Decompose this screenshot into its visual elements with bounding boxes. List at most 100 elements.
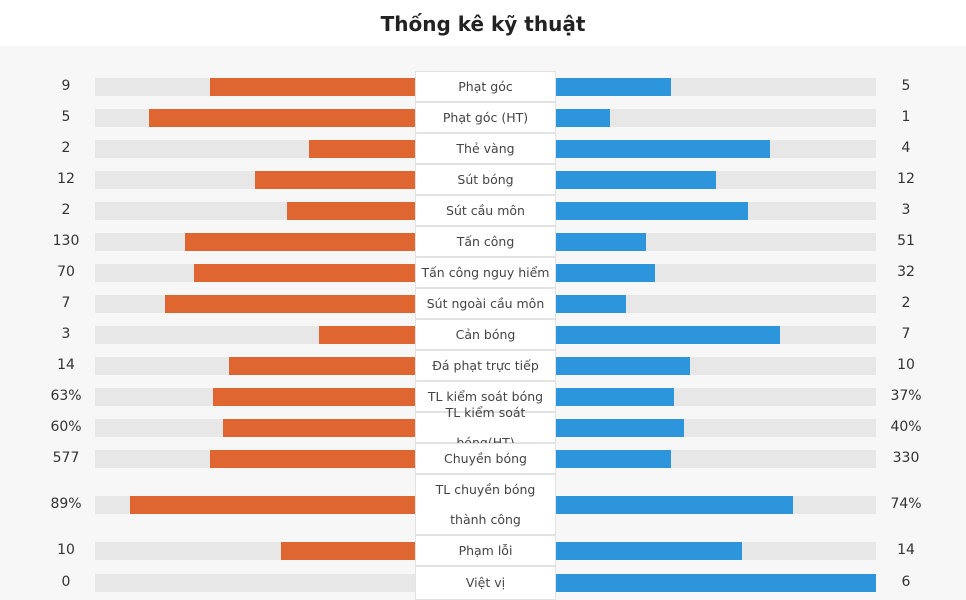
stat-label: Phạm lỗi [415, 535, 556, 566]
home-bar-track [95, 139, 415, 158]
away-value: 40% [890, 418, 922, 435]
stat-label: Chuyền bóng [415, 443, 556, 474]
away-bar-fill [556, 170, 716, 189]
stat-label-text: Sút cầu môn [446, 202, 525, 218]
home-value: 70 [57, 263, 75, 280]
away-value: 3 [901, 201, 911, 218]
home-bar-fill [165, 294, 415, 313]
away-value: 1 [901, 108, 911, 125]
home-bar-track [95, 356, 415, 375]
away-bar-fill [556, 77, 671, 96]
stat-label: Sút bóng [415, 164, 556, 195]
away-value: 330 [892, 449, 920, 466]
header: Thống kê kỹ thuật [0, 0, 966, 46]
home-value: 12 [57, 170, 75, 187]
away-bar-fill [556, 263, 655, 282]
home-bar-fill [213, 387, 415, 406]
stat-label: Việt vị [415, 566, 556, 600]
home-bar-fill [210, 77, 415, 96]
home-bar-fill [255, 170, 415, 189]
away-bar-fill [556, 108, 610, 127]
away-bar-fill [556, 325, 780, 344]
home-value: 5 [61, 108, 71, 125]
home-bar-fill [149, 108, 415, 127]
home-bar-track [95, 418, 415, 437]
away-bar-fill [556, 356, 690, 375]
stat-label: Phạt góc [415, 71, 556, 102]
stat-label: Thẻ vàng [415, 133, 556, 164]
away-bar-track [556, 574, 876, 592]
away-bar-track [556, 77, 876, 96]
home-bar-track [95, 541, 415, 560]
away-value: 51 [897, 232, 915, 249]
away-bar-fill [556, 387, 674, 406]
away-value: 7 [901, 325, 911, 342]
home-bar-fill [229, 356, 415, 375]
away-bar-track [556, 170, 876, 189]
stat-label-text: Phạt góc (HT) [442, 109, 529, 125]
home-bar-fill [130, 495, 415, 514]
home-bar-fill [210, 449, 415, 468]
away-value: 37% [890, 387, 922, 404]
stat-label: Tấn công nguy hiểm [415, 257, 556, 288]
home-bar-track [95, 387, 415, 406]
stat-label: TL kiểm soát bóng(HT) [415, 405, 556, 450]
away-bar-track [556, 294, 876, 313]
away-value: 10 [897, 356, 915, 373]
home-bar-track [95, 449, 415, 468]
away-bar-fill [556, 201, 748, 220]
away-bar-fill [556, 232, 646, 251]
home-bar-fill [281, 541, 415, 560]
away-value: 5 [901, 77, 911, 94]
away-value: 14 [897, 541, 915, 558]
away-bar-track [556, 263, 876, 282]
home-value: 7 [61, 294, 71, 311]
home-value: 577 [52, 449, 80, 466]
home-value: 130 [52, 232, 80, 249]
home-bar-fill [194, 263, 415, 282]
home-value: 0 [61, 574, 71, 590]
home-bar-fill [287, 201, 415, 220]
home-bar-track [95, 108, 415, 127]
home-bar-fill [309, 139, 415, 158]
away-bar-track [556, 418, 876, 437]
away-value: 6 [901, 574, 911, 590]
away-value: 4 [901, 139, 911, 156]
home-value: 89% [50, 495, 82, 512]
stat-label-text: Việt vị [465, 575, 506, 590]
stat-label-text: Đá phạt trực tiếp [432, 357, 539, 373]
home-bar-track [95, 294, 415, 313]
home-bar-track [95, 201, 415, 220]
stat-label-text: TL chuyền bóng thành công [435, 481, 536, 527]
home-bar-track [95, 325, 415, 344]
stat-label-text: Chuyền bóng [444, 450, 527, 466]
away-bar-fill [556, 541, 742, 560]
home-bar-track [95, 263, 415, 282]
stat-label: TL chuyền bóng thành công [415, 474, 556, 535]
stat-label: Sút ngoài cầu môn [415, 288, 556, 319]
away-bar-track [556, 139, 876, 158]
home-bar-track [95, 574, 415, 592]
stat-label: Tấn công [415, 226, 556, 257]
away-bar-track [556, 325, 876, 344]
away-value: 74% [890, 495, 922, 512]
stat-label-text: Sút ngoài cầu môn [426, 295, 545, 311]
stat-label-text: Tấn công [456, 233, 515, 249]
away-value: 12 [897, 170, 915, 187]
stat-label-text: Phạt góc [458, 78, 513, 94]
stat-label-text: Cản bóng [455, 326, 516, 342]
home-value: 2 [61, 201, 71, 218]
home-value: 63% [50, 387, 82, 404]
away-bar-track [556, 387, 876, 406]
stat-label: Cản bóng [415, 319, 556, 350]
stat-label: Đá phạt trực tiếp [415, 350, 556, 381]
home-bar-track [95, 232, 415, 251]
stat-label-text: Thẻ vàng [456, 140, 515, 156]
away-bar-fill [556, 139, 770, 158]
away-bar-fill [556, 495, 793, 514]
away-bar-track [556, 495, 876, 514]
away-bar-track [556, 541, 876, 560]
stat-label-text: TL kiểm soát bóng [427, 388, 544, 404]
away-bar-track [556, 356, 876, 375]
stat-label-text: Tấn công nguy hiểm [421, 264, 550, 280]
